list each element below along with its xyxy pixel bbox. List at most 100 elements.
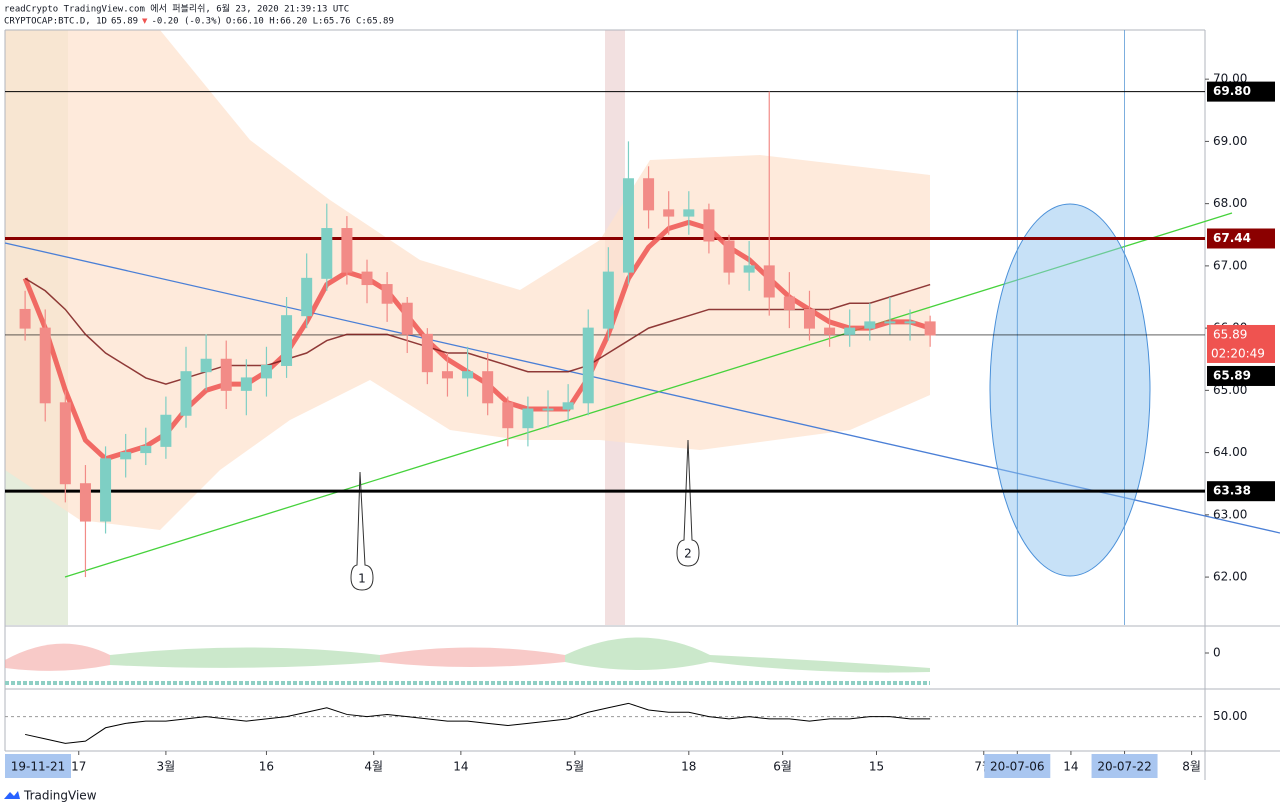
candle-body <box>301 277 313 317</box>
candle-body <box>904 321 916 324</box>
candle-body <box>803 308 815 329</box>
price-label-box <box>1207 81 1275 102</box>
x-tick-label: 14 <box>1063 760 1078 774</box>
last-price-box <box>1207 324 1275 363</box>
candle-body <box>200 358 212 373</box>
price-label-box <box>1207 228 1275 249</box>
candle-body <box>763 265 775 298</box>
candle-body <box>120 452 132 460</box>
footer: TradingView <box>4 789 97 803</box>
candle-body <box>180 371 192 416</box>
x-label-box <box>984 754 1051 778</box>
y-tick-label: 62.00 <box>1213 570 1247 584</box>
candle-body <box>723 240 735 273</box>
candle-body <box>462 371 474 379</box>
candle-body <box>864 321 876 329</box>
header-symbol-line: CRYPTOCAP:BTC.D, 1D 65.89 ▼ -0.20 (-0.3%) O:… <box>4 17 394 27</box>
rsi-line <box>25 702 931 744</box>
x-tick-label: 5월 <box>565 760 584 774</box>
y-tick-label: 64.00 <box>1213 445 1247 459</box>
candle-body <box>482 371 494 404</box>
x-tick-label: 20-07-06 <box>990 760 1044 774</box>
candle-body <box>19 308 31 329</box>
header-field: O:66.10 H:66.20 L:65.76 C:65.89 <box>226 17 394 27</box>
candle-body <box>703 209 715 242</box>
callout: 1 <box>350 471 374 591</box>
x-tick-label: 18 <box>681 760 696 774</box>
candle-body <box>542 408 554 411</box>
y-tick-label: 63.00 <box>1213 507 1247 521</box>
x-tick-label: 4월 <box>364 760 383 774</box>
y-tick-label: 0 <box>1213 646 1221 660</box>
candle-body <box>743 265 755 273</box>
y-tick-label: 69.00 <box>1213 134 1247 148</box>
candle-body <box>281 315 293 366</box>
candle-body <box>381 284 393 304</box>
header-field: CRYPTOCAP:BTC.D, 1D <box>4 17 107 27</box>
price-label: 63.38 <box>1213 484 1251 498</box>
y-tick-label: 67.00 <box>1213 258 1247 272</box>
annotation: 1 <box>358 572 366 586</box>
candle-body <box>602 271 614 329</box>
pane-borders <box>4 29 1280 780</box>
price-label-box <box>1207 365 1275 386</box>
candle-body <box>100 458 112 522</box>
y-tick-label: 65.00 <box>1213 383 1247 397</box>
x-tick-label: 16 <box>259 760 274 774</box>
drawings <box>4 203 1280 578</box>
header-field: ▼ <box>142 17 148 27</box>
header-line: readCrypto TradingView.com 에서 퍼블리쉬, 6월 2… <box>4 3 349 15</box>
candle-body <box>160 414 172 447</box>
price-label: 67.44 <box>1213 231 1251 245</box>
candle-body <box>321 228 333 279</box>
y-tick-label: 68.00 <box>1213 196 1247 210</box>
x-label-box <box>1091 754 1158 778</box>
header-field: -0.20 (-0.3%) <box>151 17 221 27</box>
candle-body <box>140 445 152 454</box>
last-price-label: 65.89 <box>1213 327 1247 341</box>
x-tick-label: 8월 <box>1182 760 1201 774</box>
candle-body <box>783 296 795 310</box>
background-shading <box>5 30 930 625</box>
candle-body <box>683 209 695 217</box>
annotation: 2 <box>684 547 692 561</box>
candle-body <box>220 358 232 391</box>
header-field: 65.89 <box>111 17 138 27</box>
candle-body <box>844 327 856 335</box>
candle-body <box>643 178 655 211</box>
x-tick-label: 3월 <box>157 760 176 774</box>
x-tick-label: 20-07-22 <box>1097 760 1151 774</box>
candle-body <box>522 408 534 429</box>
candle-body <box>622 178 634 273</box>
x-tick-label: 6월 <box>773 760 792 774</box>
candle-body <box>502 402 514 429</box>
candle-body <box>79 483 91 522</box>
price-label: 65.89 <box>1213 368 1251 382</box>
candle-body <box>260 364 272 379</box>
x-label-box <box>5 754 71 778</box>
oscillator-cloud <box>5 637 930 685</box>
moving-average <box>22 219 931 462</box>
price-label: 69.80 <box>1213 84 1251 98</box>
x-tick-label: 14 <box>453 760 468 774</box>
countdown-label: 02:20:49 <box>1211 346 1265 360</box>
candle-body <box>240 377 252 391</box>
candle-body <box>663 209 675 217</box>
moving-average <box>24 277 931 385</box>
candle-body <box>824 327 836 335</box>
x-tick-label: 17 <box>71 760 86 774</box>
candle-body <box>562 402 574 410</box>
candle-body <box>884 321 896 324</box>
candle-body <box>341 228 353 273</box>
candle-body <box>59 402 71 485</box>
footer-text: TradingView <box>23 789 97 803</box>
candle-body <box>39 327 51 404</box>
candle-body <box>361 271 373 286</box>
candle-body <box>924 321 936 336</box>
candle-body <box>582 327 594 404</box>
y-tick-label: 50.00 <box>1213 709 1247 723</box>
candle-body <box>441 371 453 379</box>
x-start-label: 19-11-21 <box>11 760 65 774</box>
candle-body <box>421 333 433 373</box>
